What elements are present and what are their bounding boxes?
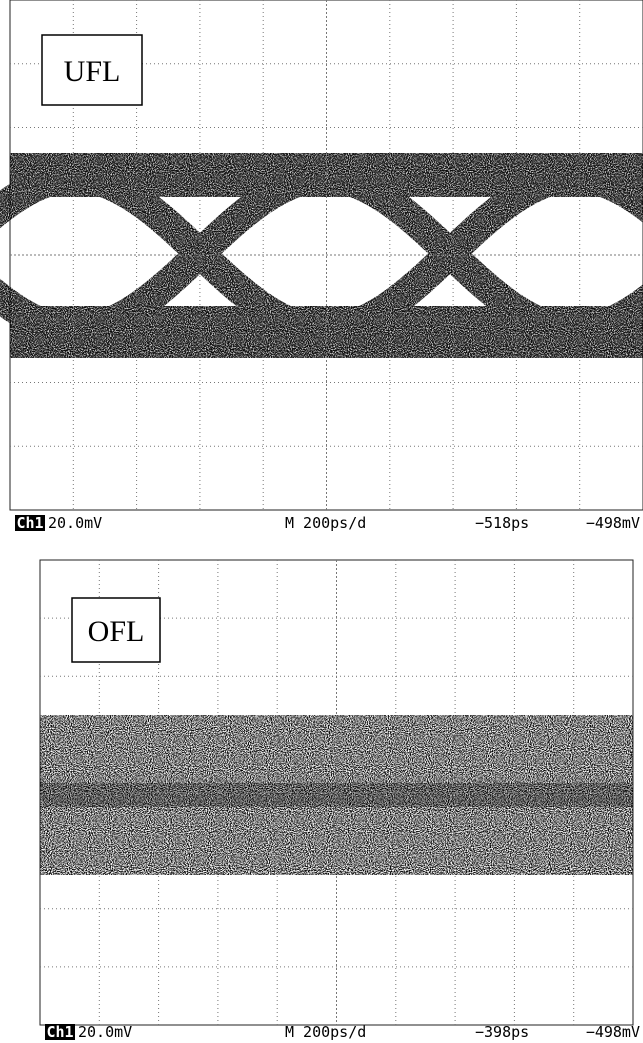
noise-core: [40, 783, 633, 807]
channel: Ch1: [46, 1023, 73, 1041]
volt-scale: 20.0mV: [78, 1023, 132, 1041]
panel-label: OFL: [88, 615, 145, 648]
volt-scale: 20.0mV: [48, 514, 102, 532]
channel: Ch1: [16, 514, 43, 532]
position: −518ps: [475, 514, 529, 532]
figure: UFL Ch1 20.0mV M 200ps/d −518ps −498mV OFL Ch1…: [0, 0, 643, 1043]
scope-panel: OFL Ch1 20.0mV M 200ps/d −398ps −498mV: [40, 560, 640, 1041]
panel-label: UFL: [64, 55, 121, 88]
timebase: M 200ps/d: [285, 1023, 366, 1041]
noise-band: [40, 783, 633, 807]
trigger: −498mV: [586, 1023, 640, 1041]
position: −398ps: [475, 1023, 529, 1041]
trigger: −498mV: [586, 514, 640, 532]
timebase: M 200ps/d: [285, 514, 366, 532]
scope-panel: UFL Ch1 20.0mV M 200ps/d −518ps −498mV: [0, 0, 643, 532]
